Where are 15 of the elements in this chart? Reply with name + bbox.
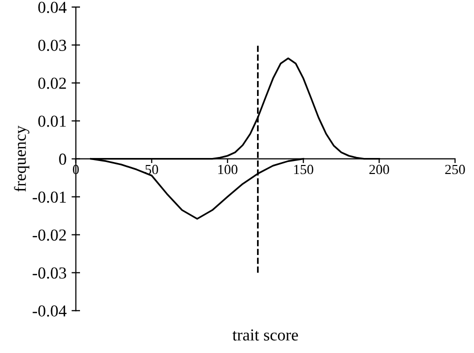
y-tick-label: 0.02	[38, 78, 66, 89]
x-axis-title: trait score	[232, 329, 298, 341]
y-tick-label: 0	[59, 154, 66, 165]
x-tick-label: 250	[445, 164, 465, 174]
y-tick-label: -0.03	[32, 267, 66, 279]
y-tick-label: 0.03	[38, 40, 66, 52]
y-tick-label: 0.04	[38, 2, 67, 14]
x-tick-label: 100	[218, 164, 238, 174]
y-tick-label: -0.02	[32, 229, 66, 241]
x-tick-label: 150	[294, 164, 314, 174]
y-axis-title: frequency	[14, 126, 30, 192]
y-tick-label: -0.01	[32, 191, 66, 203]
y-tick-label: -0.04	[32, 305, 67, 317]
y-tick-label: 0.01	[38, 116, 66, 127]
x-tick-label: 200	[369, 164, 390, 174]
